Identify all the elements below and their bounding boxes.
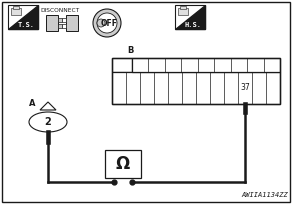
Bar [180, 6, 186, 9]
Text: OFF: OFF [100, 19, 117, 28]
Text: A: A [29, 100, 35, 109]
Polygon shape [8, 5, 38, 29]
Bar [46, 15, 58, 31]
Bar [112, 58, 132, 72]
Ellipse shape [29, 112, 67, 132]
Bar [8, 5, 38, 29]
Text: 2: 2 [45, 117, 51, 127]
Bar [178, 8, 188, 15]
Bar [66, 15, 78, 31]
Bar [62, 24, 66, 28]
Polygon shape [40, 102, 56, 110]
Text: T.S.: T.S. [18, 22, 34, 28]
Polygon shape [175, 5, 205, 29]
Bar [132, 58, 280, 72]
Text: H.S.: H.S. [185, 22, 201, 28]
Bar [112, 58, 280, 104]
Bar [13, 6, 19, 9]
Text: Ω: Ω [116, 155, 130, 173]
Circle shape [97, 13, 117, 33]
Text: 37: 37 [240, 83, 250, 92]
Bar [105, 150, 141, 178]
Circle shape [93, 9, 121, 37]
Text: AWIIA1134ZZ: AWIIA1134ZZ [241, 192, 288, 198]
Bar [175, 5, 205, 29]
Circle shape [97, 19, 105, 27]
Text: DISCONNECT: DISCONNECT [40, 8, 79, 13]
Bar [58, 18, 62, 22]
Bar [11, 8, 21, 15]
Text: B: B [127, 46, 133, 55]
Bar [112, 72, 280, 104]
Bar [62, 18, 66, 22]
Bar [58, 24, 62, 28]
